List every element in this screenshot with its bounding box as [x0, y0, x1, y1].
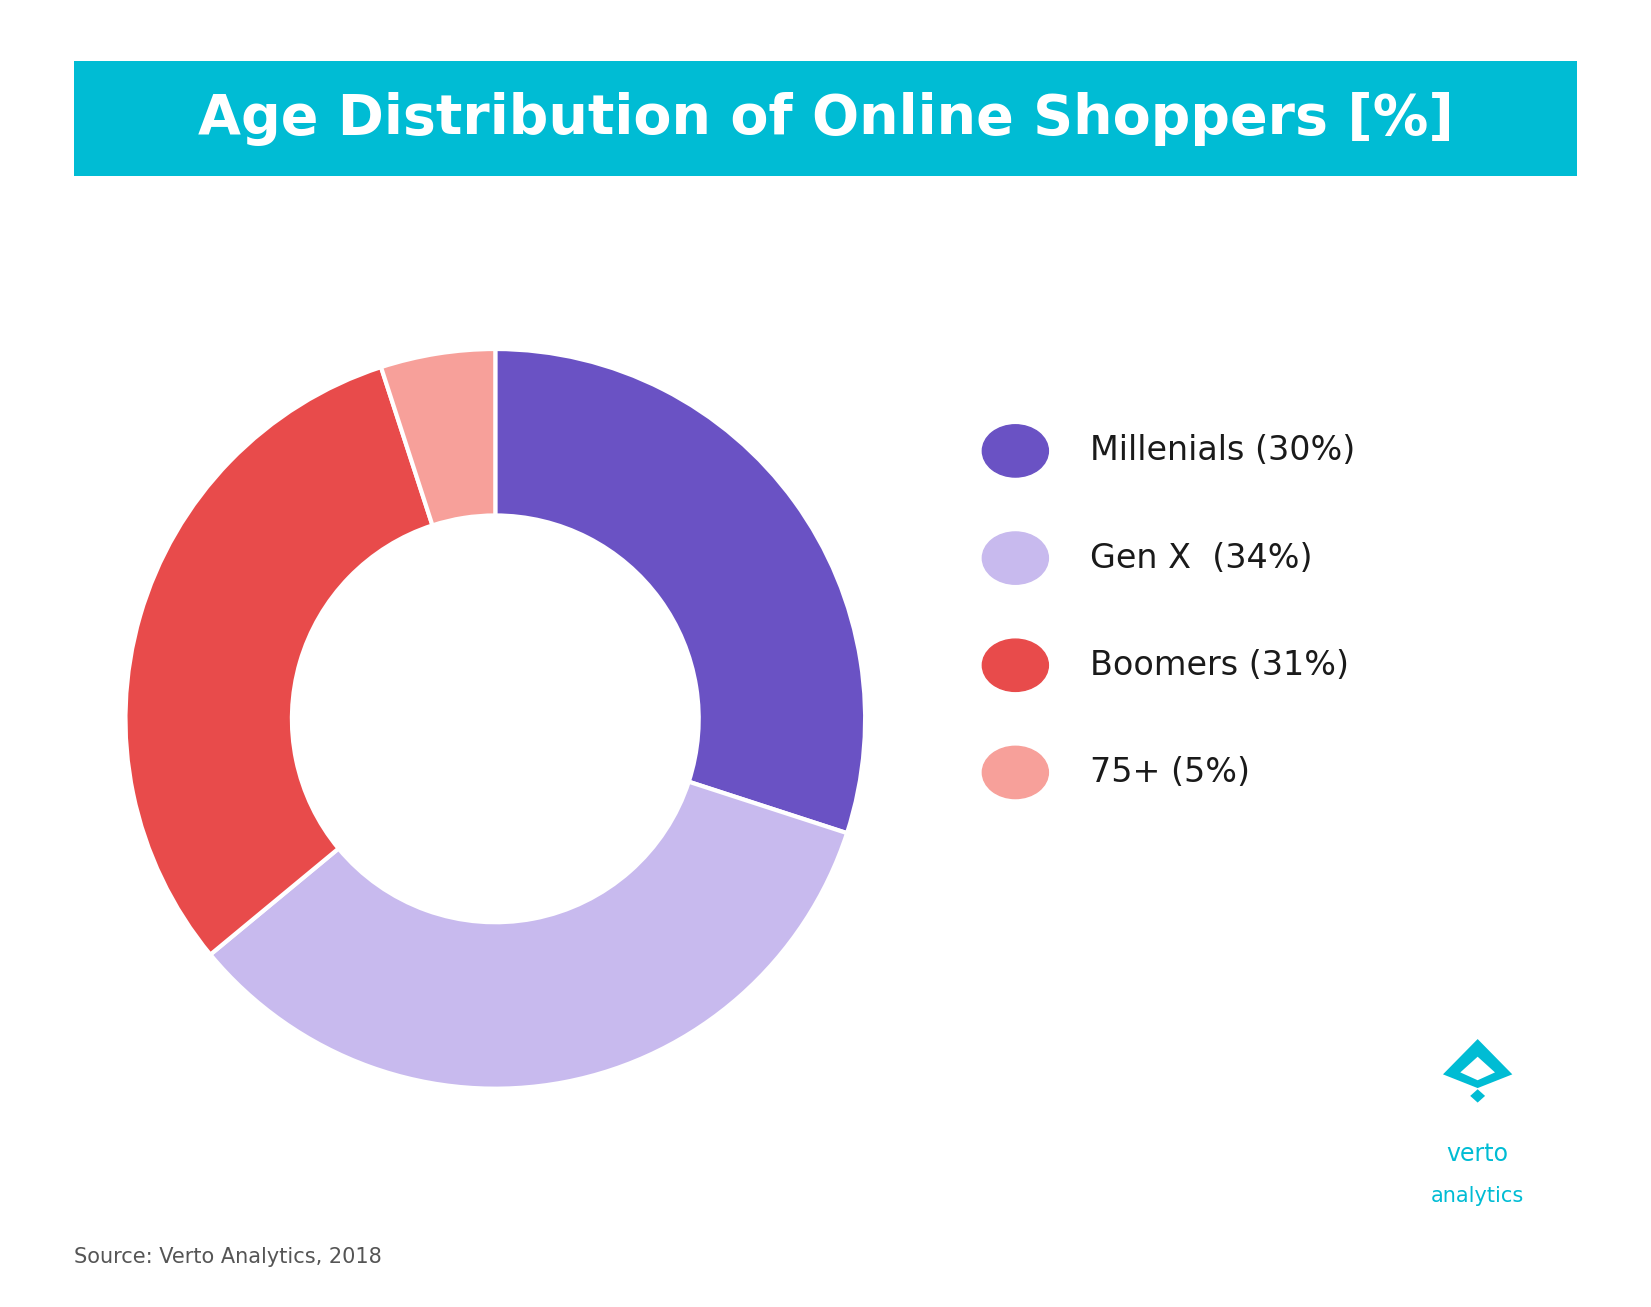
Text: Boomers (31%): Boomers (31%) [1090, 648, 1349, 682]
Text: verto: verto [1446, 1142, 1509, 1166]
Wedge shape [495, 349, 865, 833]
Wedge shape [381, 349, 495, 525]
Text: Source: Verto Analytics, 2018: Source: Verto Analytics, 2018 [74, 1247, 381, 1268]
Wedge shape [125, 367, 433, 954]
Text: Millenials (30%): Millenials (30%) [1090, 434, 1355, 468]
Text: Gen X  (34%): Gen X (34%) [1090, 541, 1313, 575]
Text: Age Distribution of Online Shoppers [%]: Age Distribution of Online Shoppers [%] [198, 91, 1453, 146]
Wedge shape [210, 782, 847, 1089]
Text: analytics: analytics [1431, 1185, 1524, 1206]
Text: 75+ (5%): 75+ (5%) [1090, 755, 1250, 789]
